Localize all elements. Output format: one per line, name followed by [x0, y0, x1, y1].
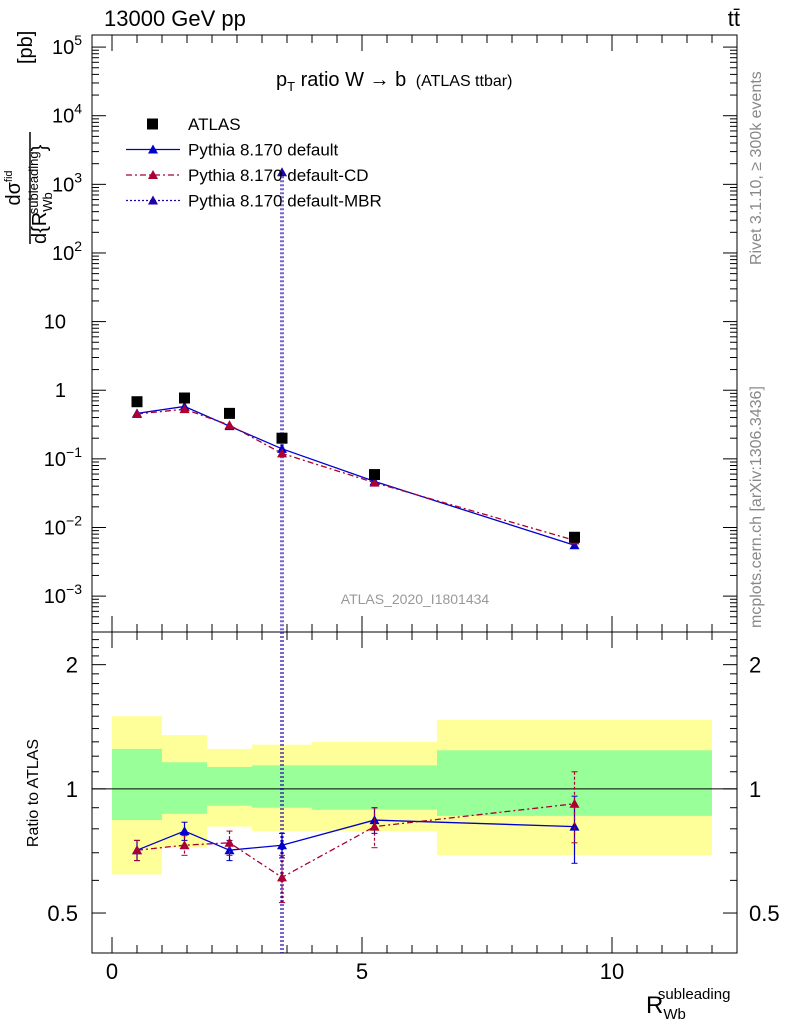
atlas-marker	[276, 432, 288, 444]
legend-label: Pythia 8.170 default-CD	[188, 166, 369, 185]
main-y-tick-label: 103	[52, 169, 82, 196]
series-marker-1	[132, 409, 142, 419]
main-y-tick-label: 1	[55, 380, 66, 402]
ratio-axis-ticks	[92, 631, 737, 954]
series-marker-1	[369, 477, 380, 487]
atlas-marker	[131, 396, 143, 408]
ratio-line-1	[136, 803, 575, 879]
x-tick-label: 0	[106, 959, 118, 984]
series-marker-1	[179, 404, 190, 414]
ratio-y-tick-label-left: 2	[66, 653, 78, 678]
x-tick-label: 5	[356, 959, 368, 984]
main-y-tick-label: 10−1	[44, 444, 82, 471]
mcplots-label: mcplots.cern.ch [arXiv:1306.3436]	[748, 386, 765, 628]
ratio-y-tick-label-right: 1	[749, 777, 761, 802]
svg-text:[pb]: [pb]	[15, 31, 37, 64]
ratio-marker-0	[179, 826, 190, 836]
series-marker-0	[277, 443, 287, 453]
ratio-y-tick-label-right: 2	[749, 653, 761, 678]
x-tick-label: 10	[600, 959, 624, 984]
ratio-panel-frame	[91, 631, 738, 954]
ratio-y-tick-label-left: 1	[66, 777, 78, 802]
ratio-band-green	[112, 748, 162, 821]
legend-label: Pythia 8.170 default-MBR	[188, 192, 382, 211]
atlas-marker	[569, 531, 580, 543]
legend-marker	[148, 195, 158, 205]
ratio-y-tick-labels: 0.5 0.5 1 1 2 2	[47, 653, 779, 926]
ratio-series-group	[132, 771, 580, 904]
series-marker-1	[277, 448, 287, 458]
process-label: tt̄	[728, 6, 740, 31]
legend-marker	[148, 144, 158, 154]
ratio-y-axis-label: Ratio to ATLAS	[25, 739, 42, 847]
analysis-id-label: ATLAS_2020_I1801434	[341, 591, 490, 607]
plot-title: pT ratio W → b (ATLAS ttbar)	[276, 69, 512, 94]
mbr-vertical-line	[277, 167, 287, 953]
ratio-marker-1	[224, 837, 235, 847]
legend-label: Pythia 8.170 default	[188, 141, 339, 160]
atlas-marker	[179, 392, 190, 404]
ratio-band-green	[162, 762, 207, 814]
main-y-tick-label: 10−3	[44, 581, 82, 608]
legend-marker	[148, 170, 158, 179]
series-marker-1	[224, 420, 235, 430]
legend: ATLAS Pythia 8.170 default Pythia 8.170 de…	[126, 115, 382, 211]
main-series-group	[131, 392, 580, 550]
ratio-band-green	[312, 765, 437, 810]
x-tick-labels: 0 5 10	[106, 959, 624, 984]
main-y-axis-label: dσfid d{RWbsubleading} [pb]	[3, 31, 55, 244]
main-axis-ticks	[92, 35, 737, 633]
legend-atlas-marker	[147, 118, 158, 130]
ratio-marker-1	[132, 845, 142, 855]
ratio-uncertainty-bands	[92, 716, 737, 875]
atlas-marker	[224, 407, 235, 419]
series-marker-0	[569, 540, 580, 550]
x-axis-label: RWbsubleading	[646, 986, 730, 1023]
ratio-band-green	[207, 766, 252, 806]
ratio-y-tick-label-left: 0.5	[47, 901, 78, 926]
svg-text:d{RWbsubleading}: d{RWbsubleading}	[26, 144, 55, 244]
energy-label: 13000 GeV pp	[104, 6, 246, 31]
ratio-marker-1	[369, 821, 380, 831]
main-y-tick-label: 10−2	[44, 512, 82, 539]
main-y-tick-label: 104	[52, 101, 82, 128]
series-line-0	[136, 405, 575, 546]
main-y-tick-label: 105	[52, 32, 82, 59]
ratio-marker-0	[224, 845, 235, 855]
ratio-line-0	[136, 819, 575, 851]
rivet-version-label: Rivet 3.1.10, ≥ 300k events	[748, 71, 765, 265]
mbr-marker	[277, 167, 287, 177]
ratio-marker-1	[179, 840, 190, 850]
ratio-marker-1	[569, 798, 580, 808]
ratio-marker-0	[277, 840, 287, 850]
main-y-tick-labels: 10−3 10−2 10−1 1 10 102 103 104 105	[44, 32, 82, 608]
svg-text:dσfid: dσfid	[3, 170, 25, 205]
main-y-tick-label: 102	[52, 238, 82, 265]
ratio-marker-0	[569, 821, 580, 831]
legend-label: ATLAS	[188, 115, 241, 134]
ratio-y-tick-label-right: 0.5	[749, 901, 780, 926]
ratio-marker-1	[277, 872, 287, 882]
atlas-marker	[369, 469, 380, 481]
ratio-band-green	[252, 765, 312, 808]
main-y-tick-label: 10	[44, 312, 66, 334]
